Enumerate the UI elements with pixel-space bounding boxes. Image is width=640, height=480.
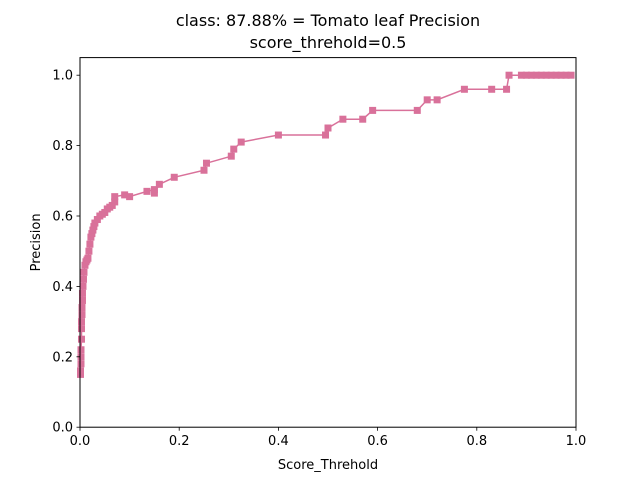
data-point	[79, 282, 87, 290]
x-axis-label: Score_Threhold	[278, 458, 378, 473]
data-point	[200, 166, 208, 174]
data-point	[460, 85, 468, 93]
series-line	[79, 74, 572, 375]
data-point	[567, 71, 575, 79]
data-point	[77, 353, 85, 361]
data-point	[78, 311, 86, 319]
data-point	[423, 96, 431, 104]
data-point	[202, 159, 210, 167]
data-point	[552, 71, 560, 79]
data-point	[84, 254, 92, 262]
y-tick-label: 0.8	[52, 139, 73, 154]
data-point	[150, 189, 158, 197]
data-point	[322, 131, 330, 139]
x-tick-label: 0.2	[169, 434, 190, 449]
chart-title: class: 87.88% = Tomato leaf Precision	[175, 11, 481, 30]
y-axis-ticks: 0.0 0.2 0.4 0.6 0.8 1.0	[52, 69, 80, 436]
data-point	[87, 233, 95, 241]
data-point	[339, 115, 347, 123]
data-point	[359, 115, 367, 123]
data-point	[121, 191, 129, 199]
data-point	[81, 261, 89, 269]
data-point	[77, 325, 85, 333]
data-point	[547, 71, 555, 79]
data-point	[79, 275, 87, 283]
data-point	[77, 346, 85, 354]
data-point	[101, 208, 109, 216]
data-point	[86, 240, 94, 248]
x-tick-label: 0.0	[70, 434, 91, 449]
data-point	[90, 223, 98, 231]
data-point	[78, 304, 86, 312]
data-point	[80, 268, 88, 276]
data-point	[170, 173, 178, 181]
data-point	[537, 71, 545, 79]
data-point	[488, 85, 496, 93]
data-point	[143, 187, 151, 195]
y-axis-label: Precision	[29, 213, 44, 271]
x-tick-label: 0.8	[466, 434, 487, 449]
data-point	[111, 198, 119, 206]
data-point	[562, 71, 570, 79]
x-tick-label: 0.4	[268, 434, 289, 449]
data-point	[522, 71, 530, 79]
data-point	[77, 318, 85, 326]
y-tick-label: 1.0	[52, 69, 73, 84]
x-tick-label: 1.0	[566, 434, 587, 449]
data-point	[517, 71, 525, 79]
chart-marks	[77, 71, 575, 378]
y-tick-label: 0.2	[52, 350, 73, 365]
data-point	[91, 219, 99, 227]
data-point	[433, 96, 441, 104]
data-point	[557, 71, 565, 79]
data-point	[126, 193, 134, 201]
y-tick-label: 0.0	[52, 421, 73, 436]
data-point	[230, 145, 238, 153]
data-point	[413, 106, 421, 114]
data-point	[78, 296, 86, 304]
data-point	[532, 71, 540, 79]
data-point	[503, 85, 511, 93]
x-axis-ticks: 0.0 0.2 0.4 0.6 0.8 1.0	[70, 427, 587, 449]
data-point	[369, 106, 377, 114]
data-point	[505, 71, 513, 79]
data-point	[89, 226, 97, 234]
data-point	[274, 131, 282, 139]
data-point	[324, 124, 332, 132]
data-point	[111, 193, 119, 201]
data-point	[77, 360, 85, 368]
data-point	[542, 71, 550, 79]
y-tick-label: 0.6	[52, 210, 73, 225]
data-point	[150, 186, 158, 194]
data-point	[237, 138, 245, 146]
plot-frame	[79, 57, 577, 428]
data-point	[78, 289, 86, 297]
data-point	[88, 230, 96, 238]
data-point	[93, 216, 101, 224]
data-point	[85, 247, 93, 255]
data-point	[527, 71, 535, 79]
data-point	[227, 152, 235, 160]
data-point	[108, 201, 116, 209]
y-tick-label: 0.4	[52, 280, 73, 295]
x-tick-label: 0.6	[367, 434, 388, 449]
data-point	[77, 335, 85, 343]
data-point	[155, 180, 163, 188]
chart-subtitle: score_threhold=0.5	[249, 33, 407, 52]
